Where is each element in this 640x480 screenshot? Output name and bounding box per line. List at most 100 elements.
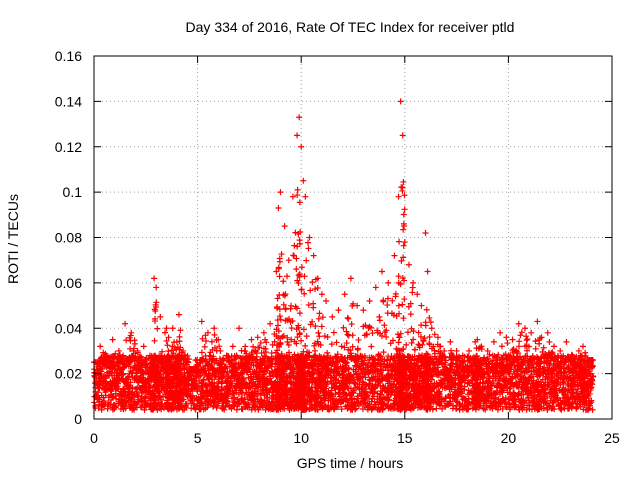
data-point (158, 387, 165, 394)
data-point (141, 382, 148, 389)
data-point (109, 377, 116, 384)
data-point-peak (97, 343, 104, 350)
data-point (170, 373, 177, 380)
data-point (187, 388, 194, 395)
data-point (137, 385, 144, 392)
data-point (188, 377, 195, 384)
data-point (122, 389, 129, 396)
data-point (157, 368, 164, 375)
data-point (170, 405, 177, 412)
data-point (124, 383, 131, 390)
data-point-peak (153, 284, 160, 291)
data-point (176, 380, 183, 387)
data-point (122, 405, 129, 412)
data-point (203, 396, 210, 403)
data-point (131, 365, 138, 372)
data-point (181, 363, 188, 370)
data-point (155, 382, 162, 389)
data-point-peak (157, 313, 164, 320)
data-point (116, 365, 123, 372)
data-point (202, 337, 209, 344)
data-point (144, 389, 151, 396)
data-point (110, 401, 117, 408)
data-point (201, 371, 208, 378)
data-point (198, 349, 205, 356)
data-point (142, 358, 149, 365)
data-point (102, 375, 109, 382)
data-point (182, 377, 189, 384)
data-point (200, 387, 207, 394)
grid-lines (94, 56, 612, 419)
data-point (152, 315, 159, 322)
data-point (176, 338, 183, 345)
data-point (130, 402, 137, 409)
data-point-peak (186, 366, 193, 373)
data-point (157, 352, 164, 359)
data-point (116, 351, 123, 358)
data-point (98, 378, 105, 385)
data-point (151, 337, 158, 344)
data-point (120, 353, 127, 360)
data-point (204, 402, 211, 409)
data-point-peak (175, 311, 182, 318)
data-point (164, 342, 171, 349)
data-point (113, 395, 120, 402)
data-point (208, 338, 215, 345)
data-point (131, 337, 138, 344)
data-point-peak (122, 320, 129, 327)
data-point (105, 399, 112, 406)
data-point (182, 400, 189, 407)
data-point (200, 406, 207, 413)
data-points (91, 98, 597, 413)
data-point (123, 398, 130, 405)
data-point (119, 396, 126, 403)
data-point (196, 377, 203, 384)
data-point (120, 370, 127, 377)
data-point (177, 366, 184, 373)
data-point (181, 351, 188, 358)
data-point (110, 355, 117, 362)
data-point (137, 366, 144, 373)
data-point (153, 299, 160, 306)
data-point (129, 394, 136, 401)
data-point (193, 403, 200, 410)
data-point (98, 392, 105, 399)
data-point (162, 329, 169, 336)
data-point (116, 391, 123, 398)
data-point-peak (128, 329, 135, 336)
data-point-peak (134, 347, 141, 354)
data-point (110, 406, 117, 413)
data-point (199, 335, 206, 342)
data-point-peak (198, 318, 205, 325)
data-point (181, 406, 188, 413)
data-point (92, 384, 99, 391)
data-point-peak (192, 357, 199, 364)
data-point (97, 355, 104, 362)
data-point (137, 360, 144, 367)
data-point (145, 378, 152, 385)
data-point (151, 306, 158, 313)
data-point (123, 337, 130, 344)
data-point (197, 360, 204, 367)
data-point (177, 344, 184, 351)
data-point (171, 344, 178, 351)
data-point (130, 345, 137, 352)
data-point-peak (151, 275, 158, 282)
data-point (188, 405, 195, 412)
data-point-peak (103, 352, 110, 359)
data-point (180, 391, 187, 398)
data-point (193, 374, 200, 381)
data-point (128, 352, 135, 359)
data-point (169, 379, 176, 386)
data-point (134, 392, 141, 399)
data-point-peak (180, 347, 187, 354)
data-point (104, 405, 111, 412)
data-point (152, 397, 159, 404)
data-point (131, 406, 138, 413)
data-point (98, 371, 105, 378)
data-point (199, 383, 206, 390)
data-point (158, 375, 165, 382)
data-point (131, 376, 138, 383)
data-point (189, 398, 196, 405)
data-point (194, 388, 201, 395)
